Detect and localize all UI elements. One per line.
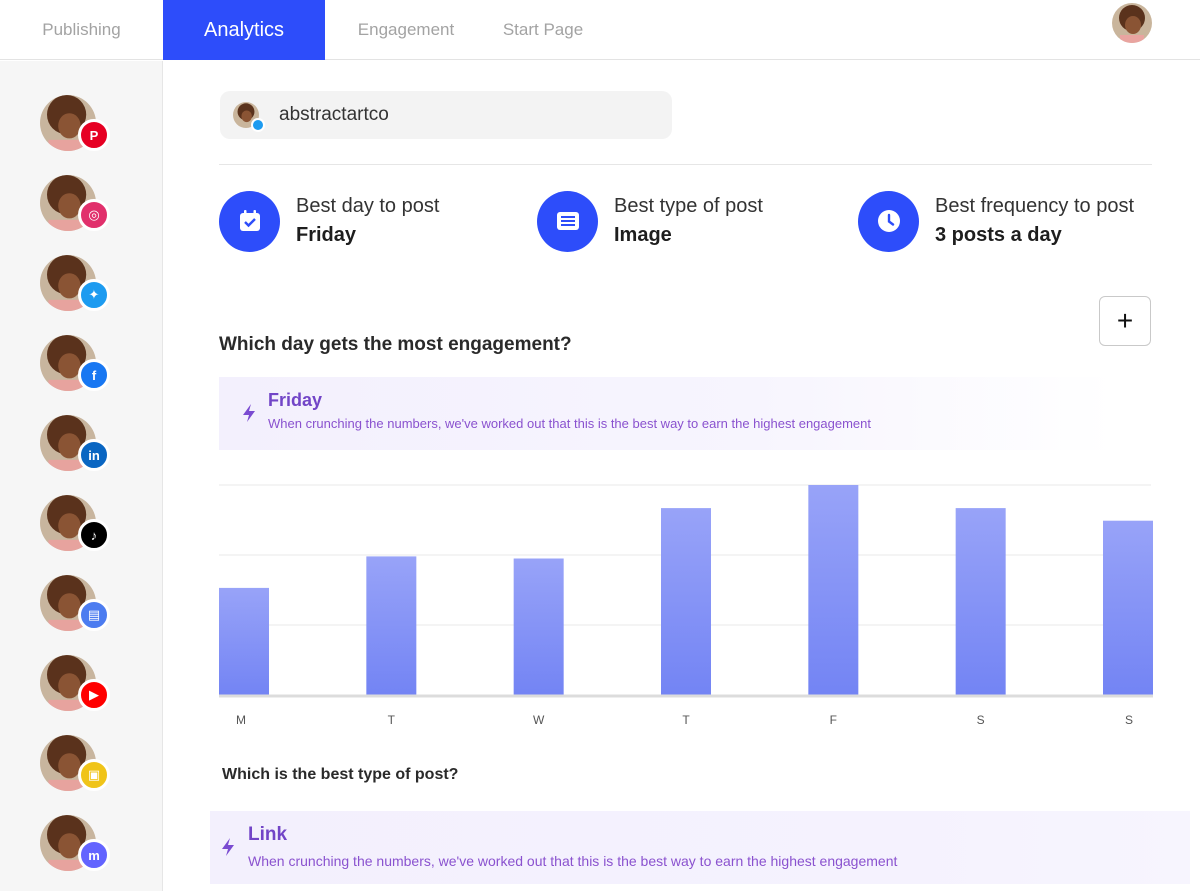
bolt-icon [220, 837, 236, 862]
sidebar-channel-pinterest[interactable]: P [40, 95, 112, 155]
post-icon [537, 190, 598, 252]
sidebar-channel-mastodon[interactable]: m [40, 815, 112, 875]
clock-icon [858, 190, 919, 252]
twitter-icon [251, 118, 265, 132]
stat-best-type: Best type of post Image [537, 190, 763, 252]
youtube-icon: ▶ [78, 679, 110, 711]
x-tick-label: T [682, 713, 690, 727]
x-tick-label: F [830, 713, 837, 727]
stat-label: Best type of post [614, 195, 763, 217]
mastodon-icon: m [78, 839, 110, 871]
sidebar-channel-youtube[interactable]: ▶ [40, 655, 112, 715]
sidebar-channel-google-business[interactable]: ▤ [40, 575, 112, 635]
tab-publishing[interactable]: Publishing [42, 20, 121, 39]
linkedin-icon: in [78, 439, 110, 471]
instagram-icon: ◎ [78, 199, 110, 231]
sidebar-channel-twitter[interactable]: ✦ [40, 255, 112, 315]
tab-analytics[interactable]: Analytics [163, 0, 325, 60]
stat-value: Friday [296, 224, 357, 246]
tab-start-page[interactable]: Start Page [502, 20, 584, 39]
divider [219, 164, 1152, 165]
insight-title: Link [248, 824, 288, 845]
sidebar-channel-startpage[interactable]: ▣ [40, 735, 112, 795]
bar-3 [661, 508, 711, 695]
facebook-icon: f [78, 359, 110, 391]
account-avatar [233, 102, 265, 132]
pinterest-icon: P [78, 119, 110, 151]
channel-avatar [40, 415, 96, 471]
x-tick-label: M [236, 713, 246, 727]
bar-1 [366, 556, 417, 695]
x-tick-label: S [977, 713, 985, 727]
stat-value: Image [614, 224, 672, 246]
stat-best-frequency: Best frequency to post 3 posts a day [858, 190, 1134, 252]
top-nav: Publishing Analytics Engagement Start Pa… [0, 0, 1200, 60]
stat-value: 3 posts a day [935, 224, 1062, 246]
stat-label: Best frequency to post [935, 195, 1135, 217]
insight-description: When crunching the numbers, we've worked… [268, 416, 871, 431]
bar-0 [219, 587, 269, 695]
x-tick-label: S [1125, 713, 1133, 727]
tab-engagement[interactable]: Engagement [357, 20, 455, 39]
bar-4 [808, 485, 859, 695]
insight-title: Friday [268, 390, 323, 410]
channel-avatar [40, 95, 96, 151]
add-button[interactable]: + [1099, 296, 1151, 346]
section-title-engagement: Which day gets the most engagement? [219, 334, 572, 355]
insight-card-day: Friday When crunching the numbers, we've… [219, 377, 1115, 450]
calendar-icon [219, 190, 280, 252]
sidebar-channel-tiktok[interactable]: ♪ [40, 495, 112, 555]
stat-label: Best day to post [296, 195, 440, 217]
insight-description: When crunching the numbers, we've worked… [248, 853, 898, 869]
sidebar-channel-facebook[interactable]: f [40, 335, 112, 395]
section-title-post-type: Which is the best type of post? [222, 766, 459, 783]
account-selector[interactable]: abstractartco [220, 91, 672, 139]
startpage-icon: ▣ [78, 759, 110, 791]
bar-5 [955, 508, 1006, 695]
x-tick-label: W [533, 713, 545, 727]
tiktok-icon: ♪ [78, 519, 110, 551]
channel-avatar [40, 815, 96, 871]
bar-6 [1103, 520, 1153, 695]
user-avatar[interactable] [1112, 3, 1152, 43]
x-tick-label: T [388, 713, 396, 727]
storefront-icon: ▤ [78, 599, 110, 631]
account-name: abstractartco [279, 104, 389, 125]
twitter-icon: ✦ [78, 279, 110, 311]
stat-best-day: Best day to post Friday [219, 190, 439, 252]
bar-2 [513, 558, 564, 695]
sidebar-channel-linkedin[interactable]: in [40, 415, 112, 475]
channel-sidebar: P ◎ ✦ f in ♪ ▤ ▶ ▣ m [0, 61, 163, 891]
bolt-icon [241, 403, 257, 428]
insight-card-type: Link When crunching the numbers, we've w… [210, 811, 1190, 884]
sidebar-channel-instagram[interactable]: ◎ [40, 175, 112, 235]
